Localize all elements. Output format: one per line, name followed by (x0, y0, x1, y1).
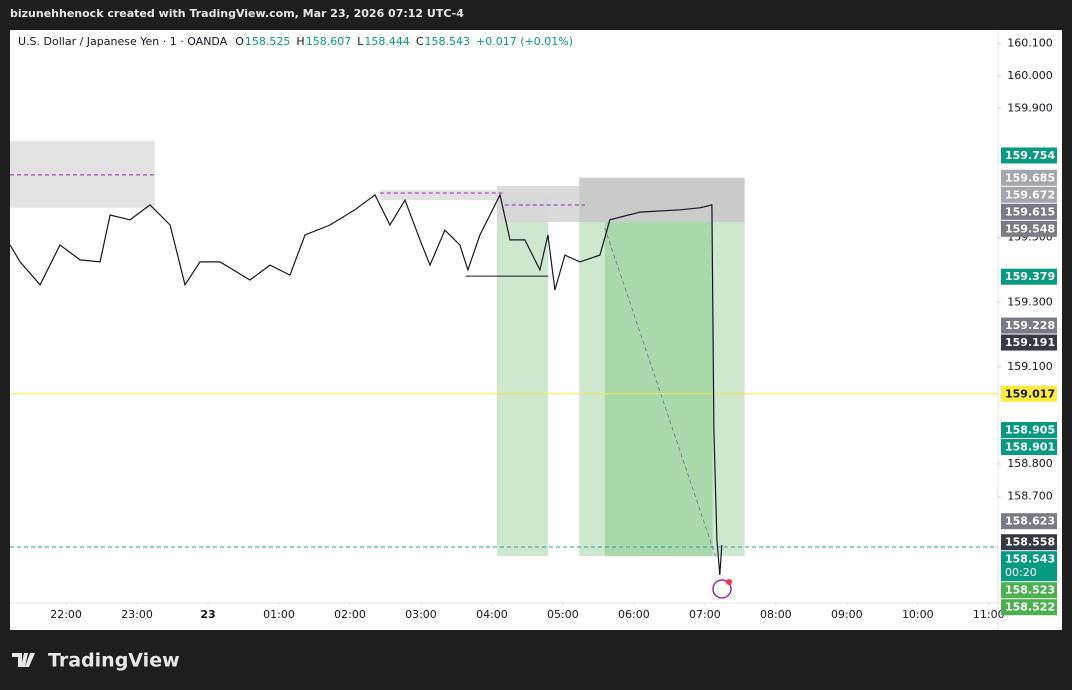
price-tag (1001, 385, 1057, 402)
zone (579, 177, 745, 223)
drawing-line (604, 227, 716, 557)
x-tick-label: 22:00 (50, 608, 82, 621)
y-tick-label: 160.000 (1007, 69, 1053, 82)
x-tick-label: 07:00 (689, 608, 721, 621)
price-tag (1001, 317, 1057, 334)
price-tag-label: 159.615 (1005, 205, 1055, 218)
countdown: 00:20 (1005, 566, 1037, 579)
price-tag (1001, 534, 1057, 551)
price-tag (1001, 513, 1057, 530)
y-tick-label: 159.900 (1007, 101, 1053, 114)
change: +0.017 (+0.01%) (476, 35, 573, 48)
x-tick-label: 04:00 (476, 608, 508, 621)
zone (496, 185, 585, 223)
x-tick-label: 23:00 (121, 608, 153, 621)
y-tick-label: 159.100 (1007, 360, 1053, 373)
ohlc-value: 158.525 (245, 35, 291, 48)
x-tick-label: 08:00 (760, 608, 792, 621)
y-tick-label: 160.100 (1007, 37, 1053, 50)
price-tag (1001, 169, 1057, 186)
plot (10, 140, 998, 599)
price-tag-label: 158.623 (1005, 515, 1055, 528)
price-tag (1001, 220, 1057, 237)
price-tag (1001, 147, 1057, 164)
event-dot (726, 579, 732, 585)
price-tag (1001, 582, 1057, 599)
axes: 22:00 23:00 23 01:00 02:00 03:00 04:00 05:00 06:… (10, 30, 1062, 630)
x-tick-label: 01:00 (263, 608, 295, 621)
x-tick-label: 05:00 (547, 608, 579, 621)
price-tag-label: 158.543 (1005, 553, 1055, 566)
x-tick-label: 10:00 (902, 608, 934, 621)
x-tick-label: 02:00 (334, 608, 366, 621)
price-tag (1001, 268, 1057, 285)
brand: TradingView (48, 650, 180, 672)
price-tag-label: 159.379 (1005, 270, 1055, 283)
y-tick-label: 158.800 (1007, 457, 1053, 470)
zone (379, 190, 505, 201)
price-tag-label: 159.548 (1005, 222, 1055, 235)
ohlc-value: 158.607 (306, 35, 352, 48)
price-line (10, 193, 723, 575)
x-tick-label: 03:00 (405, 608, 437, 621)
ohlc-value: 158.444 (364, 35, 410, 48)
y-tick-label: 159.300 (1007, 295, 1053, 308)
ohlc-label: C (416, 35, 424, 48)
price-tag (1001, 599, 1057, 616)
ohlc-value: 158.543 (425, 35, 471, 48)
price-tag-label: 159.754 (1005, 149, 1055, 162)
price-tag-label: 159.017 (1005, 387, 1055, 400)
price-tag-label: 158.558 (1005, 536, 1055, 549)
header: bizunehhenock created with TradingView.c… (10, 7, 464, 20)
ohlc-label: O (235, 35, 244, 48)
price-tag (1001, 186, 1057, 203)
ohlc-label: L (357, 35, 364, 48)
price-tag-label: 159.672 (1005, 188, 1055, 201)
price-tag (1001, 551, 1057, 582)
price-tag (1001, 422, 1057, 439)
price-tag-label: 159.228 (1005, 319, 1055, 332)
ohlc-label: H (296, 35, 304, 48)
price-tag-label: 158.901 (1005, 441, 1055, 454)
price-tag-label: 158.522 (1005, 601, 1055, 614)
x-tick-label: 09:00 (831, 608, 863, 621)
y-tick-label: 158.700 (1007, 489, 1053, 502)
zone (496, 197, 549, 557)
price-tag (1001, 334, 1057, 351)
price-tag (1001, 439, 1057, 456)
price-tag-label: 159.685 (1005, 171, 1055, 184)
price-tag-label: 158.905 (1005, 424, 1055, 437)
logo-mark (12, 653, 35, 667)
symbol: U.S. Dollar / Japanese Yen · 1 · OANDA (18, 35, 228, 48)
legend: U.S. Dollar / Japanese Yen · 1 · OANDA O 1… (18, 35, 573, 48)
x-tick-label: 11:00 (973, 608, 1005, 621)
event-icon (712, 579, 732, 599)
price-tag-label: 159.191 (1005, 336, 1055, 349)
price-tag (1001, 203, 1057, 220)
x-tick-label: 06:00 (618, 608, 650, 621)
x-tick-label: 23 (200, 608, 215, 621)
logo: TradingView (12, 650, 180, 672)
price-tag-label: 158.523 (1005, 584, 1055, 597)
